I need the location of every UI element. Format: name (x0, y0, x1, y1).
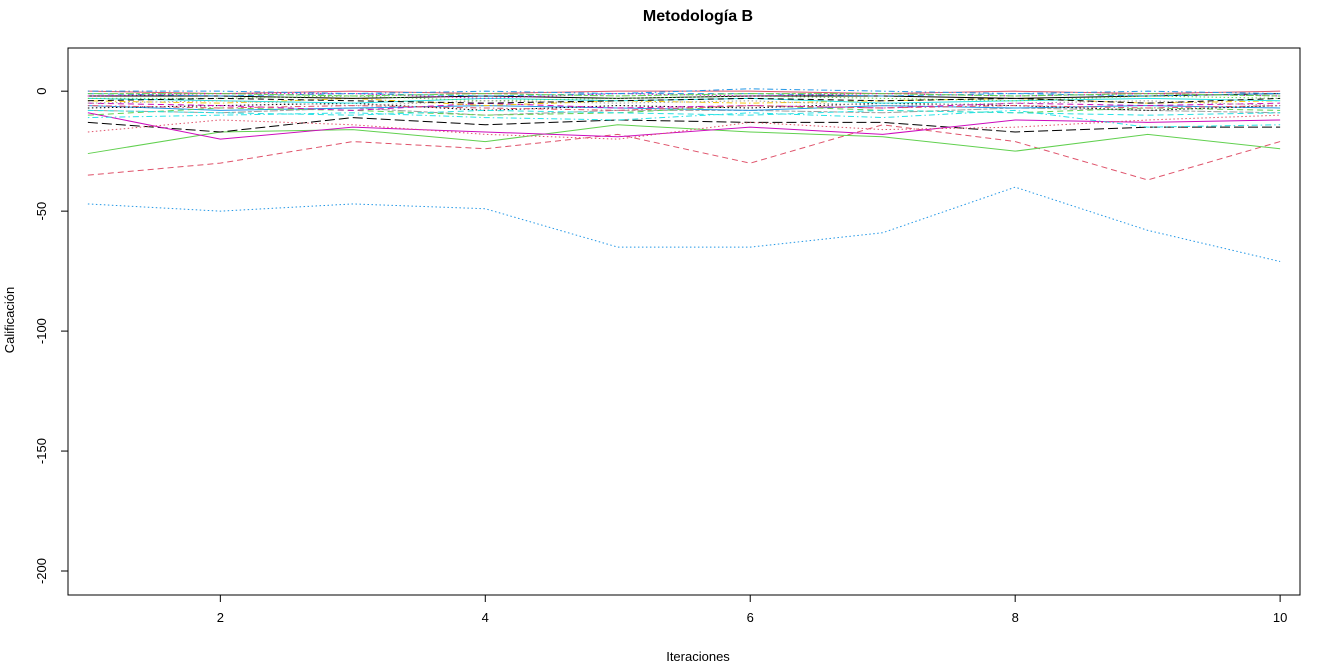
y-axis: 0 -50 -100 -150 -200 (34, 88, 68, 584)
series-line-21 (87, 88, 1281, 95)
x-tick-label: 8 (1012, 610, 1019, 625)
series-line-1 (87, 186, 1281, 263)
series-line-19 (87, 100, 1281, 107)
series-line-12 (87, 102, 1281, 111)
x-axis-label: Iteraciones (666, 649, 730, 664)
series-line-10 (87, 105, 1281, 116)
x-tick-label: 10 (1273, 610, 1287, 625)
x-tick-label: 4 (482, 610, 489, 625)
series-line-14 (87, 97, 1281, 104)
series-line-4 (87, 117, 1281, 133)
series-line-11 (87, 102, 1281, 111)
x-tick-label: 6 (747, 610, 754, 625)
series-line-20 (87, 93, 1281, 99)
y-tick-label: 0 (34, 88, 49, 95)
series-line-3 (87, 124, 1281, 155)
series-line-6 (87, 109, 1281, 128)
series-line-2 (87, 124, 1281, 181)
series-line-24 (87, 93, 1281, 97)
x-tick-label: 2 (217, 610, 224, 625)
plot-frame (67, 47, 1301, 596)
chart-title: Metodología B (643, 8, 753, 25)
y-axis-label: Calificación (2, 287, 17, 353)
x-axis: 2 4 6 8 10 (217, 595, 1287, 625)
y-tick-label: -200 (34, 558, 49, 584)
series-line-7 (87, 114, 1281, 140)
series-layer (87, 88, 1281, 263)
y-tick-label: -150 (34, 438, 49, 464)
y-tick-label: -50 (34, 202, 49, 221)
series-line-22 (87, 97, 1281, 104)
series-line-8 (87, 107, 1281, 116)
y-tick-label: -100 (34, 318, 49, 344)
series-line-18 (87, 95, 1281, 102)
series-line-5 (87, 112, 1281, 140)
series-line-25 (87, 105, 1281, 111)
series-line-23 (87, 109, 1281, 116)
